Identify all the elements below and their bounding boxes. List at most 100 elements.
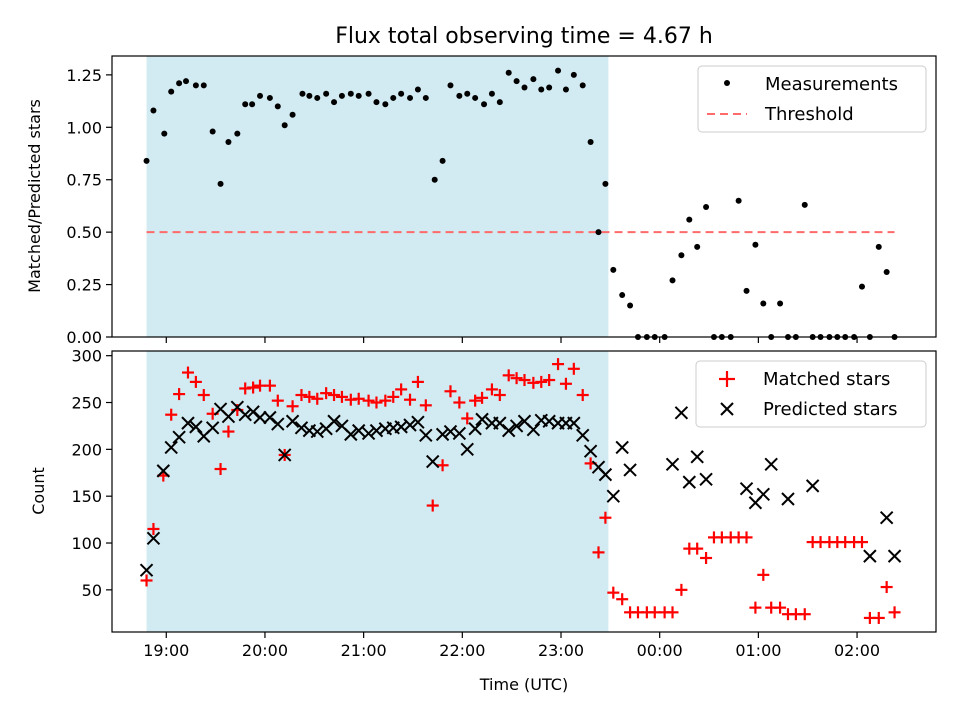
matched-star-point xyxy=(510,372,523,385)
top-y-ticks: 0.00 0.25 0.50 0.75 1.00 1.25 xyxy=(66,66,112,347)
x-axis-label: Time (UTC) xyxy=(479,675,568,694)
predicted-star-point xyxy=(419,428,433,443)
predicted-star-point xyxy=(189,420,203,434)
measurement-point xyxy=(447,82,454,89)
measurement-point xyxy=(289,111,296,118)
matched-star-point xyxy=(181,366,194,379)
bottom-y-ticks: 50 100 150 200 250 300 xyxy=(71,347,112,600)
top-y-tick-label: 1.00 xyxy=(66,118,102,137)
predicted-star-point xyxy=(294,421,309,435)
matched-star-point xyxy=(247,381,260,394)
top-x-ticks xyxy=(165,337,858,343)
matched-star-point xyxy=(320,387,333,400)
matched-star-point xyxy=(518,374,531,387)
bottom-y-tick-label: 50 xyxy=(82,581,102,600)
predicted-star-point xyxy=(156,464,171,478)
matched-star-point xyxy=(543,374,556,387)
predicted-star-point xyxy=(271,417,285,431)
measurement-point xyxy=(610,266,617,273)
measurement-point xyxy=(505,69,512,76)
measurement-point xyxy=(619,292,626,299)
measurement-point xyxy=(488,90,495,97)
matched-star-point xyxy=(576,389,589,402)
predicted-star-point xyxy=(351,423,366,438)
measurement-point xyxy=(521,84,528,91)
measurement-point xyxy=(570,71,577,78)
top-y-tick-label: 0.75 xyxy=(66,171,102,190)
measurement-point xyxy=(176,80,183,87)
measurement-point xyxy=(422,94,429,101)
top-panel: 0.00 0.25 0.50 0.75 1.00 1.25 Matched/Predict… xyxy=(25,55,937,347)
x-tick-label: 01:00 xyxy=(735,641,781,660)
legend-measurements-marker xyxy=(724,80,730,86)
measurement-point xyxy=(735,197,742,204)
predicted-star-point xyxy=(567,416,581,430)
legend-predicted-marker xyxy=(720,402,734,416)
measurement-point xyxy=(627,302,634,309)
measurement-point xyxy=(472,94,479,101)
legend-matched-marker xyxy=(719,371,735,387)
matched-star-point xyxy=(675,583,688,596)
bottom-axes-frame xyxy=(111,350,937,633)
chart-title: Flux total observing time = 4.67 h xyxy=(335,24,713,49)
measurement-point xyxy=(414,86,421,93)
measurement-point xyxy=(249,101,256,108)
matched-star-point xyxy=(426,499,439,512)
predicted-star-point xyxy=(238,407,252,422)
predicted-star-point xyxy=(435,427,450,442)
matched-star-point xyxy=(387,390,400,403)
matched-star-point xyxy=(311,392,324,405)
measurement-point xyxy=(143,157,150,164)
matched-star-point xyxy=(328,389,341,402)
matched-star-point xyxy=(774,601,787,614)
matched-star-point xyxy=(404,393,417,406)
top-y-axis-label: Matched/Predicted stars xyxy=(25,99,44,293)
x-tick-label: 02:00 xyxy=(834,641,880,660)
measurement-point xyxy=(439,157,446,164)
top-shaded-span xyxy=(146,56,609,337)
predicted-star-point xyxy=(576,428,590,443)
measurement-point xyxy=(355,92,362,99)
predicted-star-point xyxy=(682,475,697,489)
matched-star-point xyxy=(214,463,227,476)
matched-star-point xyxy=(599,511,612,524)
x-tick-label: 20:00 xyxy=(242,641,288,660)
matched-star-point xyxy=(362,394,375,407)
bottom-y-tick-label: 150 xyxy=(71,487,102,506)
predicted-star-point xyxy=(205,421,220,435)
measurement-point xyxy=(398,90,405,97)
measurement-point xyxy=(299,90,306,97)
measurement-point xyxy=(686,216,693,223)
measurement-point xyxy=(801,201,808,208)
measurement-point xyxy=(217,180,224,187)
bottom-y-tick-label: 200 xyxy=(71,440,102,459)
predicted-star-point xyxy=(863,549,877,563)
matched-star-point xyxy=(469,394,482,407)
predicted-star-point xyxy=(452,426,467,441)
predicted-star-point xyxy=(164,440,178,455)
measurement-point xyxy=(513,78,520,85)
matched-star-point xyxy=(140,574,153,587)
matched-star-point xyxy=(352,392,365,405)
matched-star-point xyxy=(666,606,679,619)
top-legend-box xyxy=(697,65,927,133)
predicted-star-point xyxy=(344,427,358,442)
predicted-star-point xyxy=(674,406,689,420)
top-y-tick-label: 0.25 xyxy=(66,276,102,295)
x-tick-label: 21:00 xyxy=(341,641,387,660)
matched-star-point xyxy=(189,375,202,388)
matched-star-point xyxy=(740,531,753,544)
measurement-point xyxy=(168,88,175,95)
measurement-point xyxy=(161,130,168,137)
predicted-star-point xyxy=(426,454,440,469)
measurement-point xyxy=(150,107,157,114)
matched-star-point xyxy=(271,394,284,407)
measurement-point xyxy=(192,82,199,89)
measurement-point xyxy=(858,283,865,290)
matched-star-point xyxy=(798,608,811,621)
predicted-star-point xyxy=(475,412,489,427)
predicted-star-point xyxy=(615,440,629,455)
matched-star-point xyxy=(616,593,629,606)
bottom-y-tick-label: 100 xyxy=(71,534,102,553)
predicted-star-point xyxy=(277,448,292,462)
